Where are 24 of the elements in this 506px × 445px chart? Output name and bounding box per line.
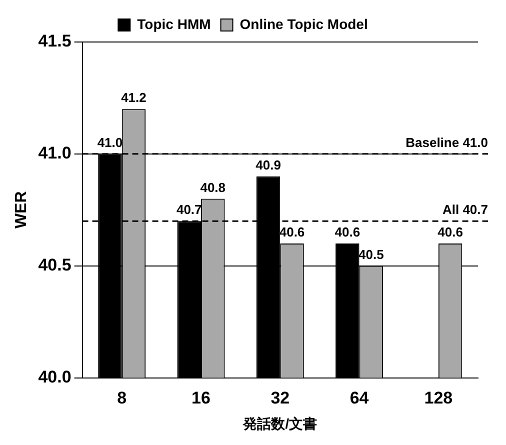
- y-tick-label: 41.0: [38, 144, 72, 163]
- data-label: 41.0: [97, 135, 123, 150]
- data-label: 40.6: [334, 224, 360, 240]
- data-label: 41.2: [121, 90, 146, 106]
- y-axis-title: WER: [13, 190, 30, 229]
- y-tick-label: 40.0: [38, 367, 72, 386]
- y-tick-label: 41.5: [38, 32, 72, 51]
- y-tick-label: 40.5: [38, 256, 72, 275]
- x-tick-label: 128: [424, 388, 453, 408]
- ref-line-label: Baseline 41.0: [406, 135, 488, 150]
- data-label: 40.8: [200, 180, 226, 195]
- x-tick-label: 32: [270, 388, 290, 408]
- legend-label: Online Topic Model: [240, 16, 368, 32]
- x-tick-label: 8: [117, 388, 127, 408]
- data-label: 40.6: [279, 224, 305, 240]
- x-tick-label: 16: [192, 388, 210, 408]
- data-label: 40.7: [176, 202, 202, 218]
- data-label: 40.9: [256, 157, 281, 172]
- ref-line-label: All 40.7: [442, 202, 488, 218]
- legend-label: Topic HMM: [137, 16, 211, 32]
- data-label: 40.5: [358, 246, 384, 262]
- x-tick-label: 64: [350, 388, 370, 408]
- data-label: 40.6: [438, 224, 463, 240]
- x-axis-title: 発話数/文書: [242, 415, 318, 432]
